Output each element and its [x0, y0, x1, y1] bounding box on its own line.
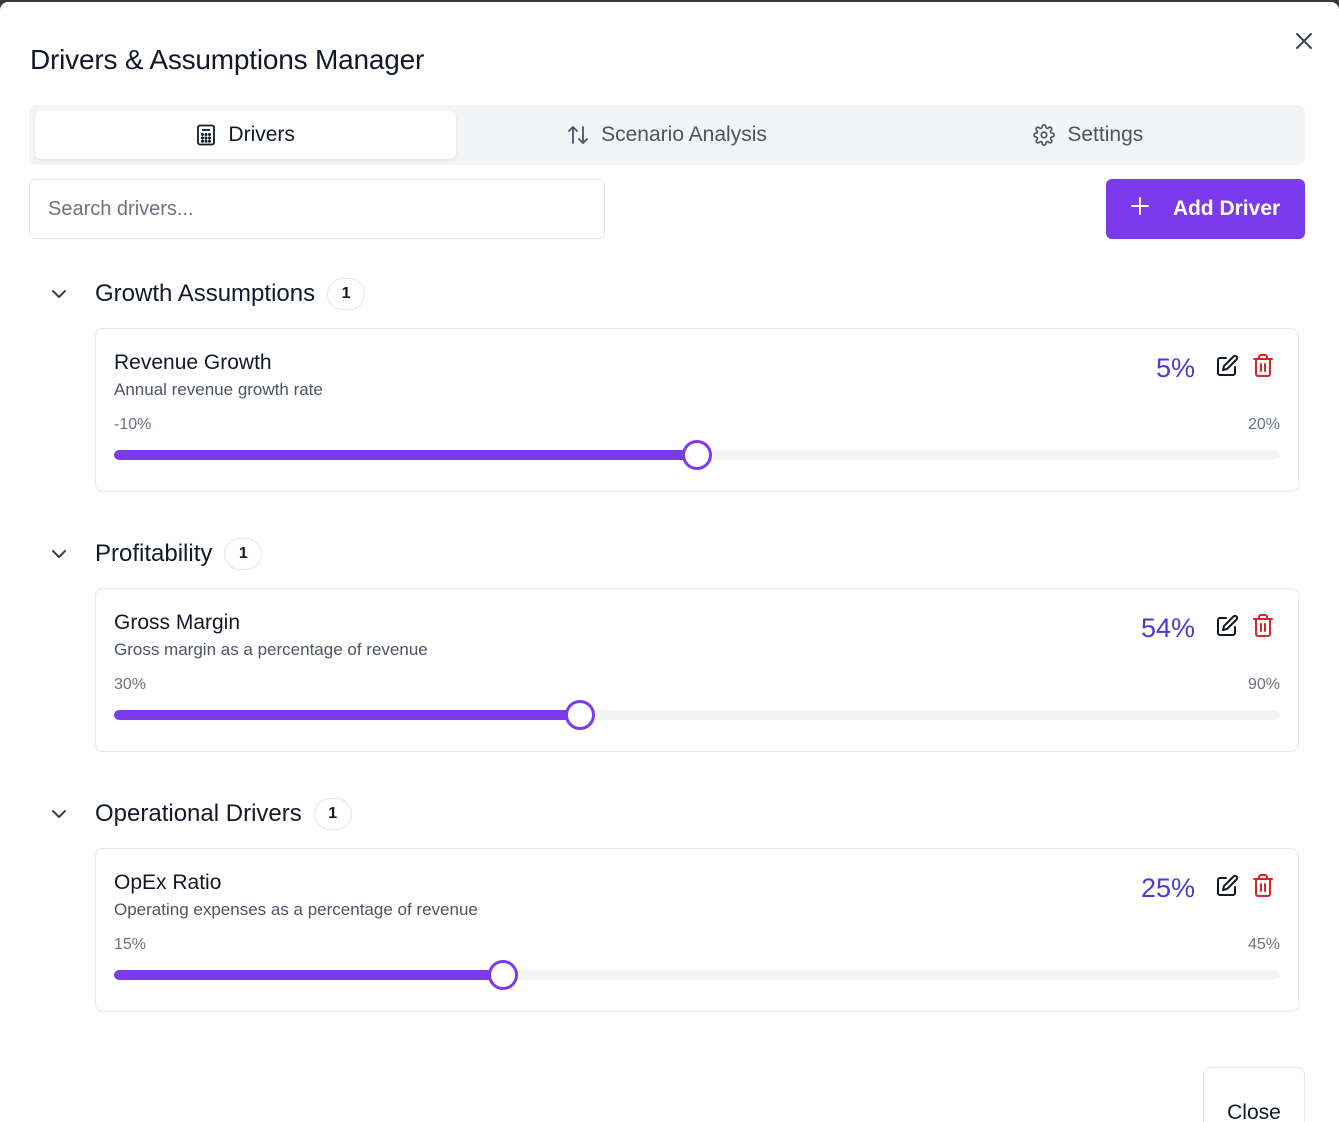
driver-name: OpEx Ratio	[114, 871, 222, 894]
driver-card-opex-ratio: OpEx Ratio Operating expenses as a perce…	[95, 848, 1299, 1012]
count-badge: 1	[313, 798, 352, 830]
driver-name: Revenue Growth	[114, 351, 272, 374]
tab-scenario-analysis[interactable]: Scenario Analysis	[456, 111, 877, 159]
tab-bar: Drivers Scenario Analysis Settings	[29, 105, 1305, 165]
chevron-down-icon[interactable]	[48, 543, 70, 565]
driver-card-revenue-growth: Revenue Growth Annual revenue growth rat…	[95, 328, 1299, 492]
section-title: Growth Assumptions	[95, 280, 316, 307]
driver-value: 5%	[1155, 353, 1195, 383]
slider-fill	[114, 710, 581, 720]
tab-label: Settings	[1067, 123, 1144, 146]
chevron-down-icon[interactable]	[48, 803, 70, 825]
slider-thumb[interactable]	[487, 960, 518, 990]
driver-name: Gross Margin	[114, 611, 241, 634]
driver-description: Annual revenue growth rate	[114, 380, 323, 399]
chevron-down-icon[interactable]	[48, 283, 70, 305]
slider-track[interactable]	[114, 700, 1280, 730]
driver-value: 25%	[1140, 873, 1195, 903]
arrows-up-down-icon	[567, 124, 589, 146]
count-badge: 1	[224, 538, 263, 570]
section-header-operational: Operational Drivers 1	[48, 797, 352, 831]
range-min-label: -10%	[114, 416, 152, 433]
trash-icon[interactable]	[1250, 353, 1276, 379]
range-min-label: 30%	[114, 676, 147, 693]
tab-settings[interactable]: Settings	[878, 111, 1299, 159]
driver-description: Gross margin as a percentage of revenue	[114, 640, 428, 659]
edit-icon[interactable]	[1214, 873, 1240, 899]
add-driver-button[interactable]: Add Driver	[1106, 179, 1305, 239]
tab-drivers[interactable]: Drivers	[35, 111, 457, 159]
range-min-label: 15%	[114, 936, 147, 953]
slider-fill	[114, 450, 697, 460]
section-title: Profitability	[95, 540, 213, 567]
count-badge: 1	[327, 278, 366, 310]
tab-label: Scenario Analysis	[601, 123, 767, 146]
section-header-growth: Growth Assumptions 1	[48, 277, 366, 311]
trash-icon[interactable]	[1250, 873, 1276, 899]
driver-card-gross-margin: Gross Margin Gross margin as a percentag…	[95, 588, 1299, 752]
close-button[interactable]: Close	[1203, 1067, 1305, 1122]
slider-thumb[interactable]	[565, 700, 596, 730]
edit-icon[interactable]	[1214, 613, 1240, 639]
gear-icon	[1033, 124, 1056, 146]
dialog-title: Drivers & Assumptions Manager	[30, 44, 425, 75]
plus-icon	[1130, 197, 1149, 221]
section-title: Operational Drivers	[95, 800, 302, 827]
trash-icon[interactable]	[1250, 613, 1276, 639]
tab-label: Drivers	[228, 123, 295, 146]
slider-track[interactable]	[114, 960, 1280, 990]
slider-fill	[114, 970, 503, 980]
add-driver-label: Add Driver	[1172, 197, 1281, 220]
range-max-label: 90%	[1247, 676, 1280, 693]
range-max-label: 20%	[1247, 416, 1280, 433]
search-input[interactable]	[29, 179, 605, 239]
driver-description: Operating expenses as a percentage of re…	[114, 900, 478, 919]
range-max-label: 45%	[1247, 936, 1280, 953]
edit-icon[interactable]	[1214, 353, 1240, 379]
section-header-profitability: Profitability 1	[48, 537, 263, 571]
driver-value: 54%	[1140, 613, 1195, 643]
slider-thumb[interactable]	[682, 440, 712, 470]
slider-track[interactable]	[114, 440, 1280, 470]
calculator-icon	[196, 124, 216, 146]
close-icon[interactable]	[1291, 28, 1317, 54]
